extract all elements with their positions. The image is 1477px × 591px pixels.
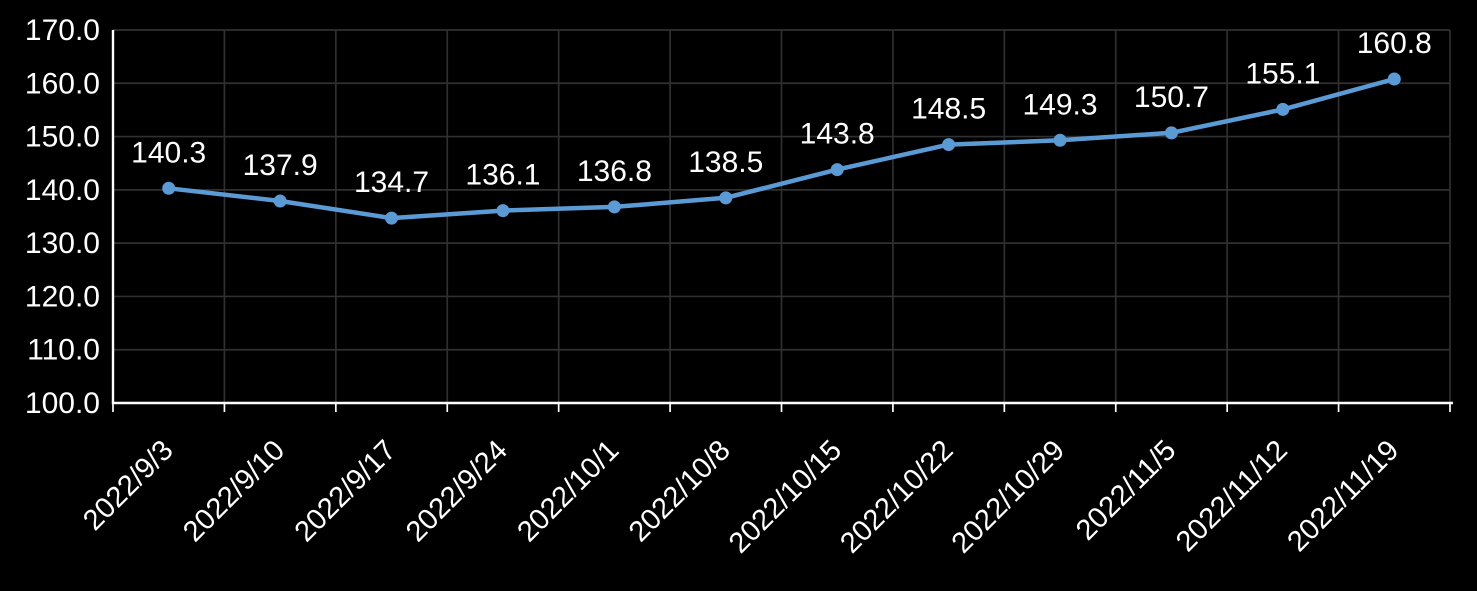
data-label: 134.7 xyxy=(354,166,429,199)
data-point xyxy=(1164,126,1178,140)
data-label: 143.8 xyxy=(800,118,875,151)
data-points xyxy=(162,72,1401,225)
y-axis-labels: 170.0 160.0 150.0 140.0 130.0 120.0 110.0 100.0 xyxy=(25,14,100,420)
data-point xyxy=(1276,102,1290,116)
data-label: 148.5 xyxy=(911,93,986,126)
gridlines xyxy=(113,29,1451,403)
x-axis-tick-label: 2022/11/12 xyxy=(1170,434,1294,558)
y-axis-tick-label: 100.0 xyxy=(25,387,100,420)
data-label: 155.1 xyxy=(1245,57,1320,90)
data-point xyxy=(385,211,399,225)
data-label: 160.8 xyxy=(1357,27,1432,60)
x-axis-labels: 2022/9/32022/9/102022/9/172022/9/242022/… xyxy=(77,434,1405,559)
y-axis-tick-label: 170.0 xyxy=(25,14,100,47)
y-axis-tick-label: 130.0 xyxy=(25,227,100,260)
y-axis-tick-label: 120.0 xyxy=(25,280,100,313)
axes xyxy=(111,30,1453,412)
y-axis-tick-label: 160.0 xyxy=(25,67,100,100)
x-axis-tick-label: 2022/11/5 xyxy=(1070,434,1182,546)
data-label: 136.8 xyxy=(577,155,652,188)
y-axis-tick-label: 110.0 xyxy=(27,334,100,367)
x-axis-tick-label: 2022/10/1 xyxy=(511,434,625,548)
x-axis-tick-label: 2022/10/8 xyxy=(623,434,737,548)
data-label: 138.5 xyxy=(688,146,763,179)
x-axis-tick-label: 2022/10/29 xyxy=(946,434,1071,559)
data-point xyxy=(162,181,176,195)
data-label: 140.3 xyxy=(131,136,206,169)
x-axis-tick-label: 2022/10/15 xyxy=(723,434,848,559)
data-point xyxy=(1387,72,1401,86)
data-label: 149.3 xyxy=(1023,88,1098,121)
data-point xyxy=(273,194,287,208)
data-labels: 140.3 137.9 134.7 136.1 136.8 138.5 143.8 148.5… xyxy=(131,27,1432,199)
data-series-line xyxy=(166,76,1397,221)
data-label: 136.1 xyxy=(465,159,540,192)
data-point xyxy=(607,200,621,214)
data-point xyxy=(1053,133,1067,147)
data-point xyxy=(942,138,956,152)
data-point xyxy=(830,163,844,177)
x-axis-tick-label: 2022/9/17 xyxy=(289,434,403,548)
x-axis-tick-label: 2022/11/19 xyxy=(1281,434,1405,558)
y-axis-tick-label: 150.0 xyxy=(25,121,100,154)
x-axis-tick-label: 2022/9/24 xyxy=(400,434,514,548)
data-label: 137.9 xyxy=(243,149,318,182)
data-point xyxy=(496,204,510,218)
y-axis-tick-label: 140.0 xyxy=(25,174,100,207)
data-label: 150.7 xyxy=(1134,81,1209,114)
data-point xyxy=(719,191,733,205)
x-axis-tick-label: 2022/9/3 xyxy=(77,434,179,536)
x-axis-tick-label: 2022/10/22 xyxy=(834,434,959,559)
x-axis-tick-label: 2022/9/10 xyxy=(177,434,291,548)
